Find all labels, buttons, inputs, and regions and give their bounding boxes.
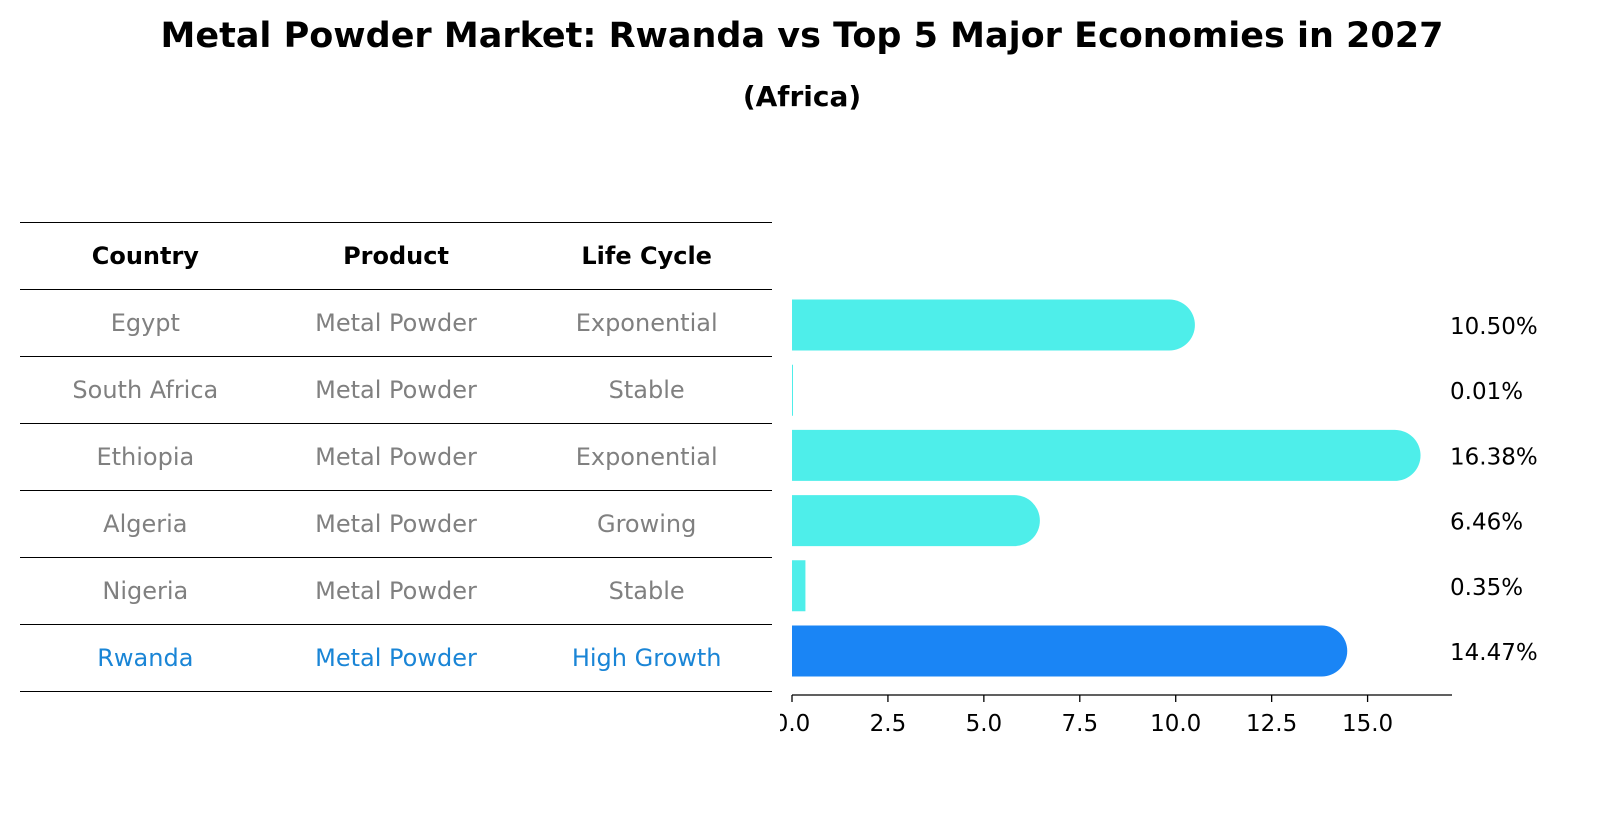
chart-title: Metal Powder Market: Rwanda vs Top 5 Maj… xyxy=(160,16,1444,56)
bar-value-label: 10.50% xyxy=(1450,314,1538,340)
product-cell: Metal Powder xyxy=(315,309,477,337)
bar xyxy=(792,299,1195,351)
chart-subtitle: (Africa) xyxy=(742,80,862,113)
country-cell: South Africa xyxy=(72,376,219,404)
bar-value-label: 14.47% xyxy=(1450,640,1538,666)
bar-value-label: 6.46% xyxy=(1450,510,1523,536)
bar xyxy=(792,429,1421,481)
product-cell: Metal Powder xyxy=(315,443,477,471)
bar xyxy=(792,560,806,612)
table-row: Algeria Metal Powder Growing xyxy=(20,491,772,558)
x-tick-label: 7.5 xyxy=(1062,711,1099,737)
bar xyxy=(792,364,793,416)
table-row: South Africa Metal Powder Stable xyxy=(20,357,772,424)
table-row: Ethiopia Metal Powder Exponential xyxy=(20,424,772,491)
header-product: Product xyxy=(343,242,449,270)
x-tick-label: 5.0 xyxy=(966,711,1003,737)
market-table: Country Product Life Cycle Egypt Metal P… xyxy=(20,222,772,692)
life-cycle-cell: Exponential xyxy=(575,443,718,471)
x-tick-label: 12.5 xyxy=(1246,711,1297,737)
x-tick-label: 0.0 xyxy=(780,711,810,737)
life-cycle-cell: High Growth xyxy=(571,644,722,672)
country-cell: Egypt xyxy=(110,309,180,337)
product-cell: Metal Powder xyxy=(315,577,477,605)
x-tick-label: 10.0 xyxy=(1150,711,1201,737)
bar-value-label: 0.35% xyxy=(1450,575,1523,601)
bar-value-label: 16.38% xyxy=(1450,444,1538,470)
x-tick-label: 15.0 xyxy=(1342,711,1393,737)
product-cell: Metal Powder xyxy=(315,644,477,672)
bar xyxy=(792,625,1348,677)
life-cycle-cell: Exponential xyxy=(575,309,718,337)
bar-value-label: 0.01% xyxy=(1450,379,1523,405)
product-cell: Metal Powder xyxy=(315,510,477,538)
country-cell: Nigeria xyxy=(102,577,189,605)
header-life-cycle: Life Cycle xyxy=(581,242,712,270)
bar xyxy=(792,495,1040,547)
table-row-highlight: Rwanda Metal Powder High Growth xyxy=(20,625,772,692)
header-country: Country xyxy=(91,242,199,270)
bar-chart: 10.50% 0.01% 16.38% 6.46% 0.35% 14.47% 0.0 2.5 5… xyxy=(780,299,1538,737)
product-cell: Metal Powder xyxy=(315,376,477,404)
table-header-row: Country Product Life Cycle xyxy=(20,222,772,290)
table-row: Egypt Metal Powder Exponential xyxy=(20,290,772,357)
country-cell: Rwanda xyxy=(97,644,194,672)
life-cycle-cell: Stable xyxy=(608,577,685,605)
country-cell: Algeria xyxy=(103,510,188,538)
life-cycle-cell: Stable xyxy=(608,376,685,404)
life-cycle-cell: Growing xyxy=(596,510,697,538)
country-cell: Ethiopia xyxy=(96,443,195,471)
x-tick-label: 2.5 xyxy=(870,711,907,737)
table-row: Nigeria Metal Powder Stable xyxy=(20,558,772,625)
